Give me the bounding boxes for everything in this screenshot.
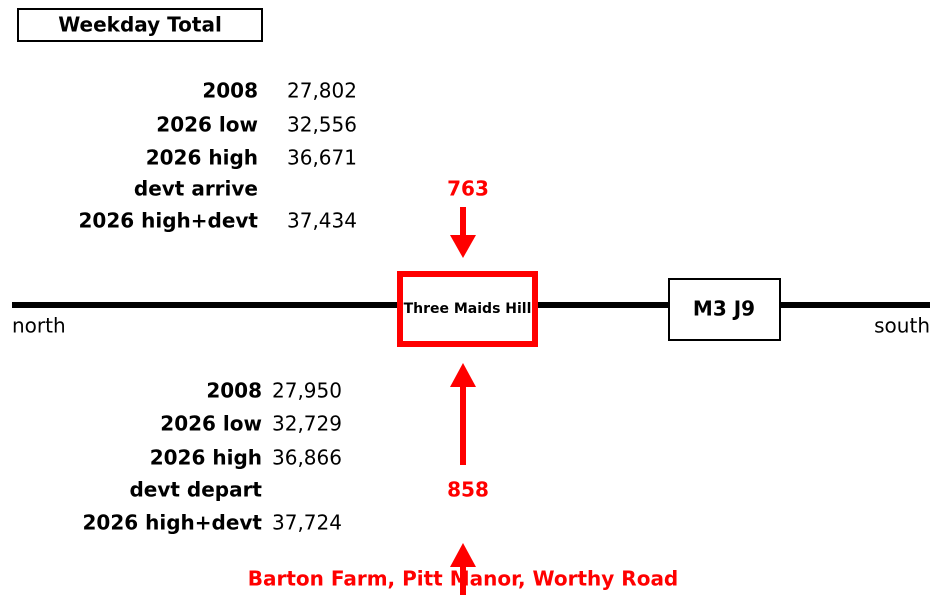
row-label: 2026 high (150, 446, 262, 470)
junction-box (668, 278, 781, 341)
row-value: 27,950 (272, 379, 342, 403)
arrow-head (450, 235, 476, 258)
row-value: 32,556 (287, 113, 357, 137)
row-label: devt arrive (134, 177, 258, 201)
junction-label-wrap: Three Maids Hill (403, 301, 532, 317)
junction-label: M3 J9 (693, 297, 755, 321)
arrow-head (450, 363, 476, 387)
row-label: devt depart (129, 478, 262, 502)
row-value: 37,434 (287, 209, 357, 233)
row-label: 2026 low (160, 412, 262, 436)
arrow-shaft (460, 207, 466, 237)
row-value: 32,729 (272, 412, 342, 436)
title: Weekday Total (58, 13, 222, 37)
arrows (450, 207, 476, 595)
arrow-shaft (460, 385, 466, 465)
row-label: 2026 high+devt (82, 511, 262, 535)
junction-label: Three Maids Hill (403, 301, 532, 317)
row-value: 27,802 (287, 79, 357, 103)
row-label: 2026 low (156, 113, 258, 137)
arrow-shaft (460, 565, 466, 595)
row-value: 36,671 (287, 146, 357, 170)
title-box (17, 8, 263, 42)
row-value: 36,866 (272, 446, 342, 470)
junction-box (397, 271, 538, 347)
site-label: Barton Farm, Pitt Manor, Worthy Road (248, 567, 679, 591)
row-label: 2026 high (146, 146, 258, 170)
devt-value: 858 (447, 478, 489, 502)
row-label: 2008 (202, 79, 258, 103)
row-value: 37,724 (272, 511, 342, 535)
row-label: 2026 high+devt (78, 209, 258, 233)
row-label: 2008 (206, 379, 262, 403)
direction-label: south (874, 314, 930, 338)
arrow-head (450, 543, 476, 567)
devt-value: 763 (447, 177, 489, 201)
direction-label: north (12, 314, 66, 338)
